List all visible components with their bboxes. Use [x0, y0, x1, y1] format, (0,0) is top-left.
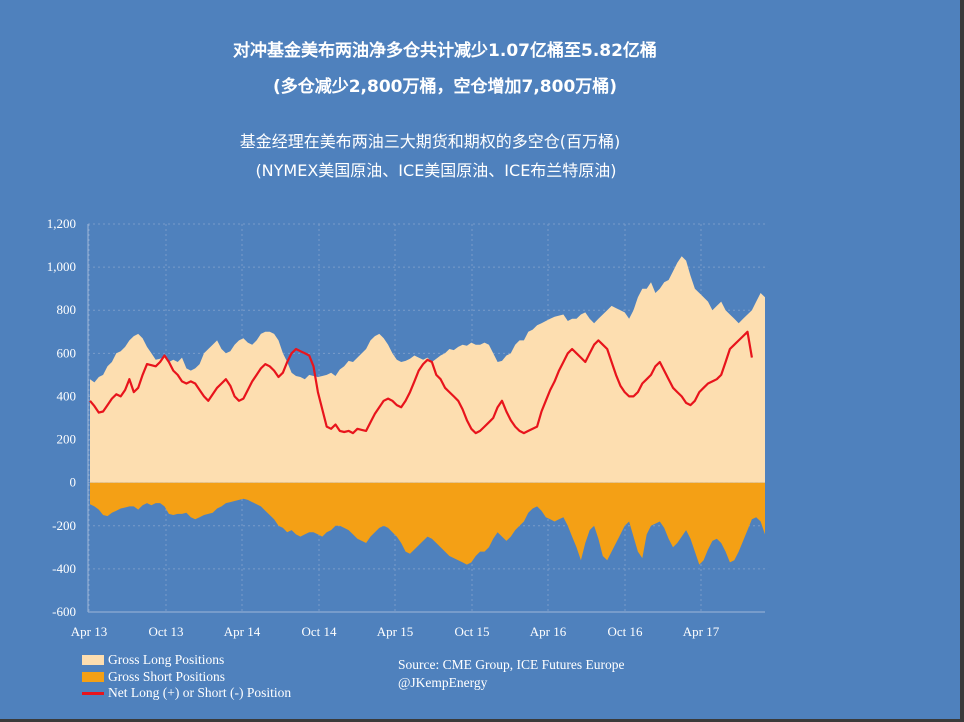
net-position-line — [89, 330, 753, 435]
chart-title-line2: (多仓减少2,800万桶，空仓增加7,800万桶) — [272, 77, 618, 97]
y-tick-label: 800 — [57, 302, 77, 317]
chart-subtitle-line2: (NYMEX美国原油、ICE美国原油、ICE布兰特原油) — [255, 161, 617, 180]
y-tick-label: 400 — [57, 388, 77, 403]
chart-subtitle-line1: 基金经理在美布两油三大期货和期权的多空仓(百万桶) — [239, 132, 621, 151]
legend-swatch-short — [82, 671, 104, 682]
y-tick-label: 1,000 — [47, 259, 76, 274]
legend-label-short: Gross Short Positions — [108, 668, 226, 684]
frame-bottom-edge — [0, 719, 964, 722]
x-tick-label: Apr 14 — [224, 624, 261, 639]
legend-item-short: Gross Short Positions — [82, 669, 291, 686]
legend-item-net: Net Long (+) or Short (-) Position — [82, 685, 291, 702]
legend-swatch-long — [82, 655, 104, 666]
chart-legend: Gross Long Positions Gross Short Positio… — [82, 652, 291, 702]
y-tick-label: 200 — [57, 432, 77, 447]
y-tick-label: -400 — [52, 561, 76, 576]
x-tick-label: Oct 13 — [148, 624, 183, 639]
author-handle: @JKempEnergy — [398, 675, 488, 690]
gross-short-area — [90, 482, 765, 565]
y-tick-label: -600 — [52, 604, 76, 619]
legend-label-long: Gross Long Positions — [108, 652, 225, 668]
x-tick-label: Oct 15 — [454, 624, 489, 639]
x-tick-label: Apr 13 — [71, 624, 107, 639]
area-layer — [89, 256, 765, 565]
legend-swatch-net — [82, 691, 104, 695]
source-line: Source: CME Group, ICE Futures Europe — [398, 657, 625, 672]
y-tick-label: 600 — [57, 345, 77, 360]
gross-long-area — [90, 256, 765, 483]
x-tick-label: Oct 14 — [301, 624, 337, 639]
frame-right-edge — [960, 0, 964, 722]
legend-label-net: Net Long (+) or Short (-) Position — [108, 685, 292, 701]
legend-item-long: Gross Long Positions — [82, 652, 291, 669]
x-tick-label: Apr 15 — [377, 624, 413, 639]
x-tick-label: Apr 16 — [530, 624, 567, 639]
chart-title-line1: 对冲基金美布两油净多仓共计减少1.07亿桶至5.82亿桶 — [233, 41, 657, 61]
source-note: Source: CME Group, ICE Futures Europe @J… — [398, 656, 624, 692]
y-tick-label: -200 — [52, 518, 76, 533]
y-tick-label: 1,200 — [47, 216, 76, 231]
y-tick-label: 0 — [70, 475, 77, 490]
x-tick-label: Apr 17 — [683, 624, 720, 639]
x-tick-label: Oct 16 — [607, 624, 643, 639]
axis-layer: 1,200 1,000 800 600 400 200 0 -200 -400 -600 Apr 1… — [47, 216, 765, 639]
